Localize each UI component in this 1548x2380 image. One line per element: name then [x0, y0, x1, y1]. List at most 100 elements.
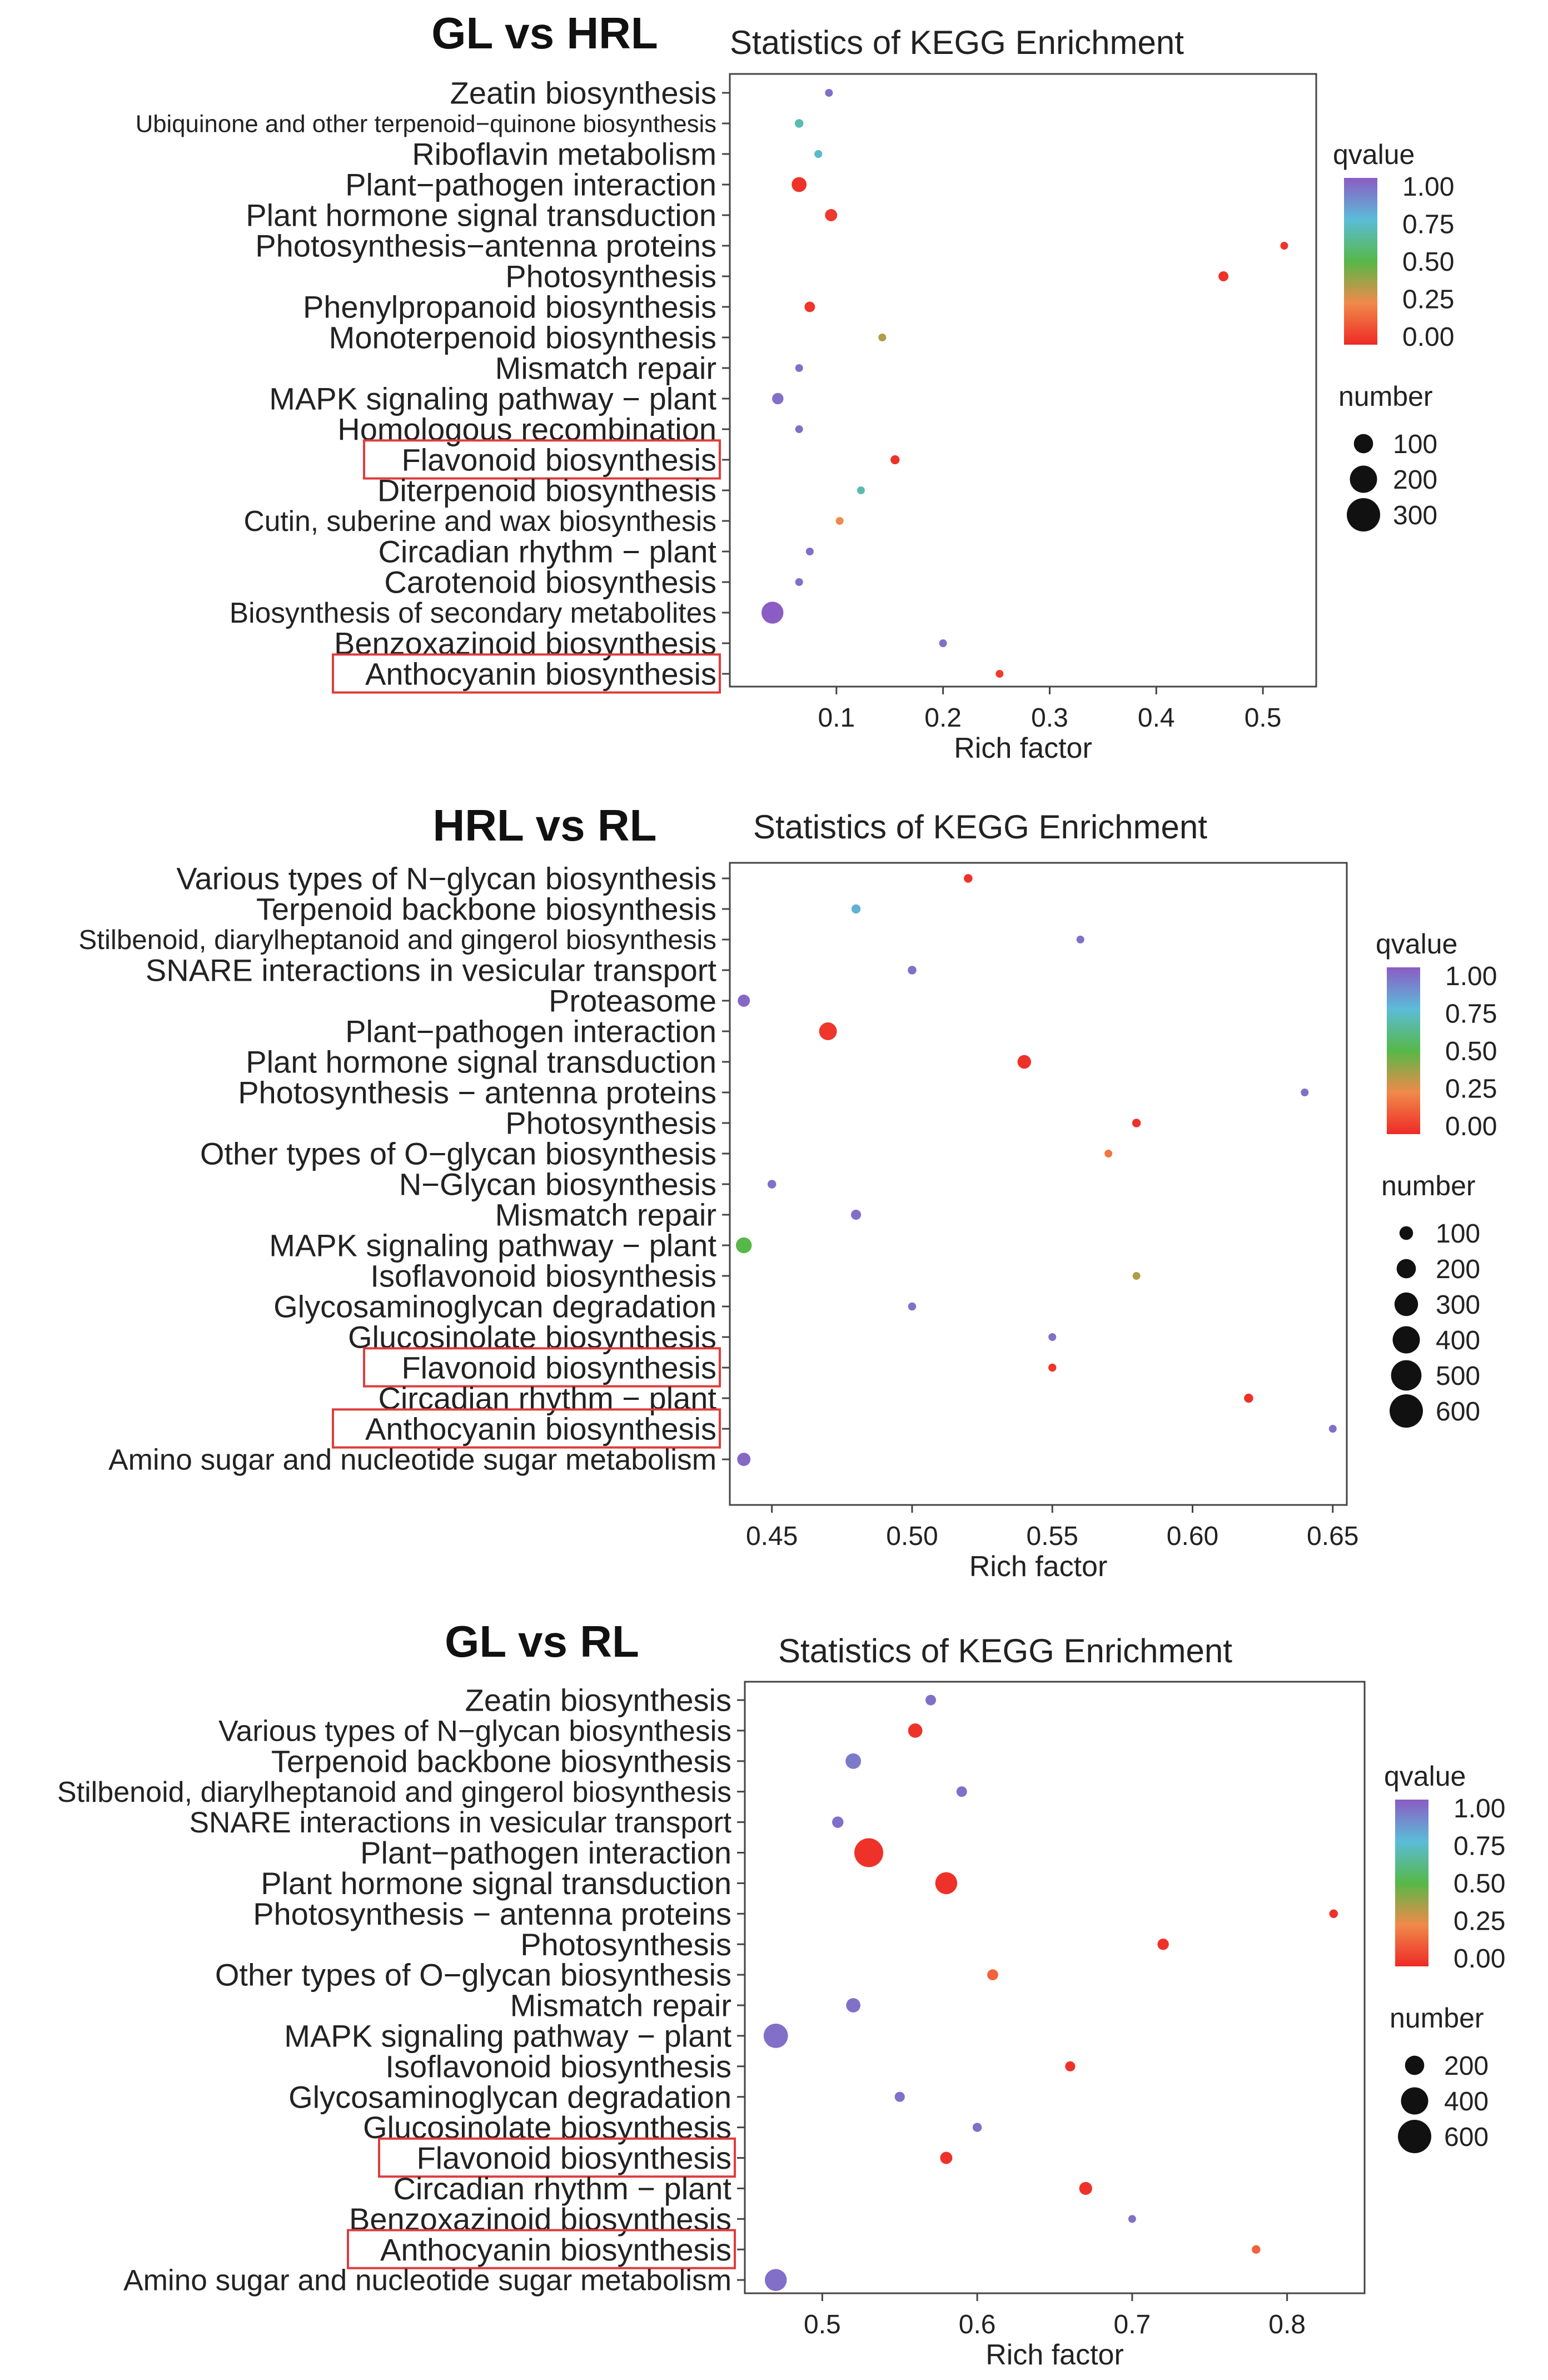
highlight-box — [363, 1347, 721, 1388]
data-point — [1128, 2215, 1136, 2223]
pathway-label: Amino sugar and nucleotide sugar metabol… — [123, 2264, 731, 2297]
data-point — [772, 392, 784, 405]
highlight-box — [332, 653, 721, 694]
data-point — [890, 455, 900, 465]
number-legend-title: number — [1390, 2003, 1484, 2034]
highlight-box — [332, 1408, 721, 1449]
pathway-label: Zeatin biosynthesis — [450, 76, 716, 111]
pathway-label: Anthocyanin biosynthesis — [380, 2232, 731, 2267]
pathway-label: Diterpenoid biosynthesis — [377, 473, 716, 508]
number-legend-label: 200 — [1444, 2051, 1489, 2081]
data-point — [1329, 1909, 1338, 1919]
data-point — [795, 425, 803, 433]
number-legend-dot — [1353, 434, 1373, 454]
x-tick-label: 0.50 — [886, 1522, 938, 1551]
pathway-label: Mismatch repair — [495, 1198, 716, 1233]
pathway-label: Anthocyanin biosynthesis — [365, 1412, 716, 1447]
number-legend-dot — [1396, 1259, 1416, 1279]
qvalue-tick-label: 1.00 — [1445, 962, 1497, 991]
qvalue-tick-label: 0.25 — [1402, 285, 1454, 315]
x-axis-label: Rich factor — [954, 732, 1092, 764]
plot-frame — [729, 862, 1348, 1506]
data-point — [763, 2023, 788, 2048]
pathway-label: Various types of N−glycan biosynthesis — [218, 1715, 731, 1748]
data-point — [1048, 1333, 1057, 1341]
qvalue-tick-label: 0.00 — [1445, 1112, 1497, 1141]
qvalue-tick-label: 0.50 — [1402, 247, 1454, 277]
pathway-label: Riboflavin metabolism — [412, 137, 716, 172]
x-tick-label: 0.45 — [746, 1522, 798, 1551]
data-point — [805, 548, 814, 555]
chart-panel-3: GL vs RL Statistics of KEGG Enrichment 0.5… — [57, 1617, 1506, 2371]
x-tick-label: 0.8 — [1268, 2310, 1306, 2339]
data-point — [964, 874, 973, 883]
pathway-label: Photosynthesis — [505, 259, 716, 294]
pathway-label: Anthocyanin biosynthesis — [365, 657, 716, 692]
data-point — [850, 1209, 862, 1220]
data-point — [908, 1302, 917, 1311]
x-tick-label: 0.65 — [1307, 1522, 1358, 1551]
x-tick-label: 0.7 — [1114, 2310, 1151, 2339]
chart-panel-1: GL vs HRL Statistics of KEGG Enrichment 0.… — [136, 8, 1455, 764]
data-point — [832, 1816, 844, 1828]
pathway-label: Plant hormone signal transduction — [261, 1866, 731, 1901]
number-legend-label: 500 — [1436, 1362, 1480, 1391]
qvalue-tick-label: 0.25 — [1454, 1907, 1505, 1936]
data-point — [940, 2152, 953, 2164]
data-point — [925, 1695, 936, 1706]
number-legend-dot — [1399, 1226, 1413, 1240]
x-tick-label: 0.1 — [818, 703, 855, 733]
number-legend-title: number — [1338, 381, 1433, 412]
pathway-label: Photosynthesis — [505, 1106, 716, 1141]
number-legend-dot — [1391, 1360, 1422, 1391]
data-point — [737, 1453, 751, 1466]
data-point — [996, 670, 1004, 678]
qvalue-tick-label: 0.00 — [1402, 322, 1454, 352]
number-legend-label: 200 — [1436, 1255, 1480, 1284]
pathway-label: Zeatin biosynthesis — [465, 1683, 731, 1718]
x-tick-label: 0.2 — [924, 703, 962, 733]
highlight-box — [347, 2229, 736, 2269]
pathway-label: Flavonoid biosynthesis — [416, 2140, 731, 2175]
qvalue-tick-label: 0.00 — [1454, 1944, 1505, 1974]
data-point — [857, 486, 865, 494]
data-point — [1280, 242, 1288, 250]
data-point — [987, 1969, 998, 1980]
qvalue-tick-label: 0.50 — [1445, 1037, 1497, 1066]
data-point — [939, 639, 947, 647]
pathway-label: N−Glycan biosynthesis — [399, 1167, 716, 1202]
qvalue-legend-title: qvalue — [1333, 139, 1415, 170]
pathway-label: Photosynthesis − antenna proteins — [253, 1896, 731, 1931]
pathway-label: MAPK signaling pathway − plant — [269, 1228, 716, 1263]
x-axis-label: Rich factor — [985, 2339, 1124, 2371]
number-legend-label: 400 — [1436, 1326, 1480, 1355]
data-point — [1157, 1938, 1169, 1950]
number-legend-label: 600 — [1436, 1397, 1480, 1427]
pathway-label: Phenylpropanoid biosynthesis — [303, 290, 716, 325]
qvalue-tick-label: 0.75 — [1445, 1000, 1497, 1029]
data-point — [795, 364, 803, 372]
data-point — [814, 150, 823, 158]
pathway-label: Mismatch repair — [510, 1988, 731, 2023]
x-tick-label: 0.5 — [1245, 703, 1282, 733]
data-point — [792, 177, 807, 192]
number-legend-dot — [1398, 2120, 1431, 2153]
data-point — [794, 119, 804, 128]
pathway-label: Amino sugar and nucleotide sugar metabol… — [108, 1444, 716, 1477]
data-point — [804, 301, 815, 312]
pathway-label: Isoflavonoid biosynthesis — [370, 1259, 716, 1294]
data-point — [1065, 2061, 1076, 2071]
data-point — [767, 1180, 777, 1189]
pathway-label: Glycosaminoglycan degradation — [273, 1289, 716, 1324]
data-point — [1048, 1363, 1057, 1372]
data-point — [1017, 1055, 1032, 1069]
pathway-label: MAPK signaling pathway − plant — [269, 381, 716, 416]
data-point — [765, 2269, 787, 2291]
pathway-label: Circadian rhythm − plant — [378, 534, 716, 569]
qvalue-tick-label: 0.25 — [1445, 1075, 1497, 1104]
data-point — [1218, 271, 1229, 281]
number-legend-dot — [1394, 1292, 1418, 1316]
pathway-label: Flavonoid biosynthesis — [401, 443, 716, 478]
chart-title: Statistics of KEGG Enrichment — [778, 1632, 1232, 1670]
